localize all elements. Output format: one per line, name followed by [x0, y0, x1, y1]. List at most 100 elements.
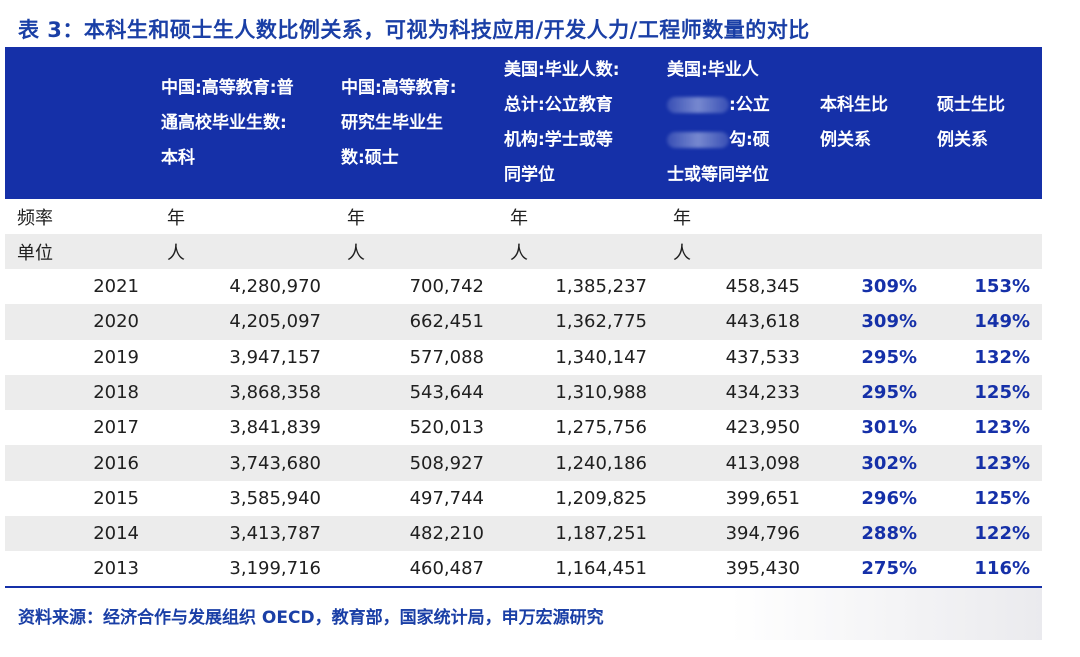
cn-master-cell: 508,927: [409, 452, 484, 474]
header-line: 本科: [161, 147, 195, 168]
cn-bachelor-cell: 3,585,940: [229, 487, 321, 509]
frequency-row: 频率 年 年 年 年: [5, 199, 1042, 234]
cn-master-cell: 520,013: [409, 417, 484, 439]
header-line: 中国:高等教育:普: [161, 77, 294, 98]
cn-bachelor-cell: 3,199,716: [153, 551, 333, 588]
header-bachelor-ratio: 本科生比 例关系: [812, 47, 929, 199]
us-master-cell: 423,950: [725, 417, 800, 439]
cn-bachelor-cell: 4,280,970: [229, 276, 321, 298]
year-cell: 2017: [93, 417, 139, 439]
table-row: 2015 3,585,940 497,744 1,209,825 399,651 296%…: [5, 481, 1042, 516]
bachelor-ratio-cell: 295%: [861, 382, 917, 404]
header-empty: [5, 47, 153, 199]
year-cell: 2014: [93, 523, 139, 545]
unit-row: 单位 人 人 人 人: [5, 234, 1042, 269]
us-bachelor-cell: 1,385,237: [555, 276, 647, 298]
frequency-cell: 年: [167, 207, 185, 229]
table-row: 2018 3,868,358 543,644 1,310,988 434,233 295%…: [5, 374, 1042, 411]
us-bachelor-cell: 1,240,186: [555, 452, 647, 474]
year-cell: 2016: [93, 452, 139, 474]
cn-master-cell: 497,744: [409, 487, 484, 509]
empty-cell: [929, 234, 1042, 269]
header-line: 通高校毕业生数:: [161, 112, 287, 133]
master-ratio-cell: 123%: [974, 452, 1030, 474]
cn-bachelor-cell: 3,841,839: [229, 417, 321, 439]
bachelor-ratio-cell: 288%: [861, 523, 917, 545]
header-line: 数:硕士: [341, 147, 399, 168]
source-note: 资料来源：经济合作与发展组织 OECD，教育部，国家统计局，申万宏源研究: [18, 608, 604, 628]
us-bachelor-cell: 1,340,147: [555, 346, 647, 368]
cn-bachelor-cell: 4,205,097: [229, 311, 321, 333]
table-row: 2019 3,947,157 577,088 1,340,147 437,533 295%…: [5, 340, 1042, 375]
header-cn-bachelor: 中国:高等教育:普 通高校毕业生数: 本科: [153, 47, 333, 199]
page-title: 表 3：本科生和硕士生人数比例关系，可视为科技应用/开发人力/工程师数量的对比: [18, 18, 810, 42]
master-ratio-cell: 153%: [974, 276, 1030, 298]
table-row: 2021 4,280,970 700,742 1,385,237 458,345 309%…: [5, 269, 1042, 304]
header-line: 本科生比: [820, 95, 888, 115]
us-master-cell: 458,345: [725, 276, 800, 298]
master-ratio-cell: 116%: [929, 551, 1042, 588]
empty-cell: [812, 234, 929, 269]
cn-master-cell: 460,487: [333, 551, 496, 588]
us-master-cell: 443,618: [725, 311, 800, 333]
header-fragment: 勾:硕: [729, 130, 770, 150]
bachelor-ratio-cell: 301%: [861, 417, 917, 439]
us-bachelor-cell: 1,275,756: [555, 417, 647, 439]
cn-master-cell: 543,644: [409, 382, 484, 404]
us-master-cell: 413,098: [725, 452, 800, 474]
header-fragment: :公立: [729, 95, 770, 115]
header-line: 研究生毕业生: [341, 112, 443, 133]
header-line: 中国:高等教育:: [341, 77, 457, 98]
table-row: 2017 3,841,839 520,013 1,275,756 423,950 301%…: [5, 410, 1042, 445]
master-ratio-cell: 123%: [974, 417, 1030, 439]
header-line: 机构:学士或等: [504, 130, 613, 150]
data-table: 中国:高等教育:普 通高校毕业生数: 本科 中国:高等教育: 研究生毕业生 数:…: [5, 47, 1042, 588]
redaction-blur: [667, 97, 729, 113]
master-ratio-cell: 132%: [974, 346, 1030, 368]
us-master-cell: 394,796: [725, 523, 800, 545]
frequency-cell: 年: [510, 207, 528, 229]
header-line: 同学位: [504, 165, 555, 185]
us-bachelor-cell: 1,209,825: [555, 487, 647, 509]
master-ratio-cell: 125%: [974, 382, 1030, 404]
header-us-bachelor: 美国:毕业人数: 总计:公立教育 机构:学士或等 同学位: [496, 47, 659, 199]
watermark-fade: [730, 588, 1042, 640]
year-cell: 2013: [5, 551, 153, 588]
empty-cell: [929, 199, 1042, 234]
cn-bachelor-cell: 3,743,680: [229, 452, 321, 474]
unit-cell: 人: [347, 242, 365, 264]
unit-cell: 人: [167, 242, 185, 264]
master-ratio-cell: 125%: [974, 487, 1030, 509]
master-ratio-cell: 122%: [974, 523, 1030, 545]
cn-bachelor-cell: 3,413,787: [229, 523, 321, 545]
header-line: 士或等同学位: [667, 165, 769, 185]
us-master-cell: 399,651: [725, 487, 800, 509]
year-cell: 2018: [93, 382, 139, 404]
bachelor-ratio-cell: 295%: [861, 346, 917, 368]
bachelor-ratio-cell: 275%: [812, 551, 929, 588]
header-line: 美国:毕业人数:: [504, 60, 620, 80]
header-cn-master: 中国:高等教育: 研究生毕业生 数:硕士: [333, 47, 496, 199]
us-master-cell: 437,533: [725, 346, 800, 368]
cn-bachelor-cell: 3,868,358: [229, 382, 321, 404]
header-line: 例关系: [937, 130, 988, 150]
table-header-row: 中国:高等教育:普 通高校毕业生数: 本科 中国:高等教育: 研究生毕业生 数:…: [5, 47, 1042, 199]
us-master-cell: 395,430: [659, 551, 812, 588]
header-line: 总计:公立教育: [504, 95, 613, 115]
header-line: 美国:毕业人: [667, 60, 759, 80]
header-line: 勾:硕: [667, 123, 804, 158]
empty-cell: [812, 199, 929, 234]
frequency-cell: 年: [347, 207, 365, 229]
unit-label: 单位: [17, 242, 53, 264]
header-line: 硕士生比: [937, 95, 1005, 115]
cn-master-cell: 700,742: [409, 276, 484, 298]
redaction-blur: [667, 132, 729, 148]
unit-cell: 人: [673, 242, 691, 264]
year-cell: 2015: [93, 487, 139, 509]
header-line: 例关系: [820, 130, 871, 150]
year-cell: 2020: [93, 311, 139, 333]
us-bachelor-cell: 1,164,451: [496, 551, 659, 588]
cn-master-cell: 577,088: [409, 346, 484, 368]
frequency-label: 频率: [17, 207, 53, 229]
frequency-cell: 年: [673, 207, 691, 229]
